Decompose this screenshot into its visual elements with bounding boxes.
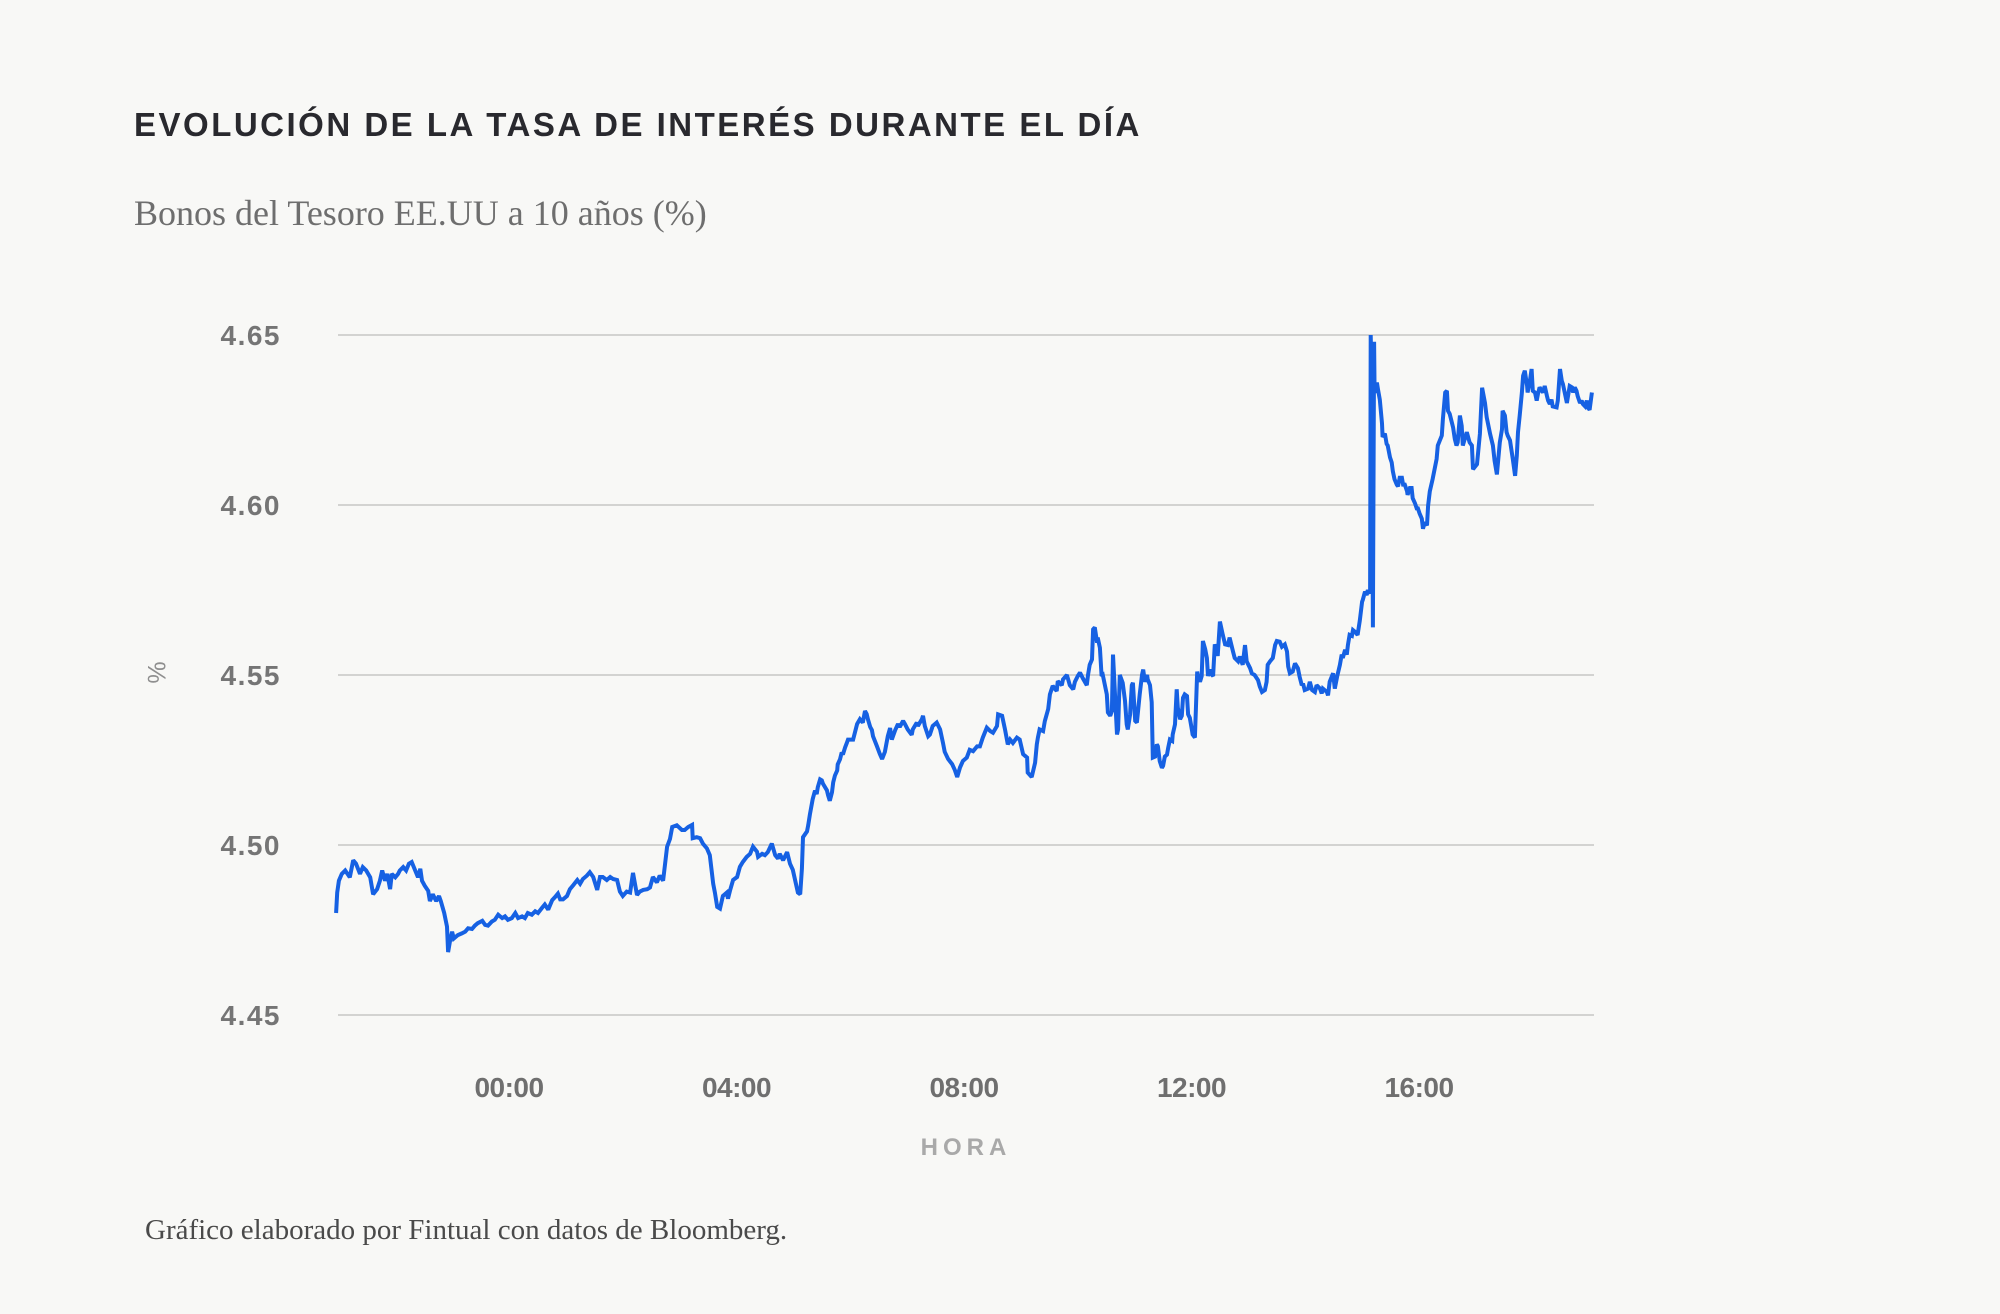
y-tick-labels: 4.65 4.60 4.55 4.50 4.45 (221, 320, 282, 1031)
y-tick-label: 4.55 (221, 660, 282, 691)
y-tick-label: 4.50 (221, 830, 282, 861)
x-tick-labels: 00:00 04:00 08:00 12:00 16:00 (474, 1072, 1454, 1103)
x-tick-label: 16:00 (1384, 1072, 1453, 1103)
yield-line-series (334, 334, 1594, 953)
x-axis-label: HORA (920, 1134, 1012, 1161)
y-tick-label: 4.65 (221, 320, 282, 351)
chart-subtitle: Bonos del Tesoro EE.UU a 10 años (%) (134, 193, 707, 233)
y-tick-label: 4.60 (221, 490, 282, 521)
x-tick-label: 04:00 (702, 1072, 771, 1103)
x-tick-label: 00:00 (474, 1072, 543, 1103)
x-tick-label: 08:00 (929, 1072, 998, 1103)
y-tick-label: 4.45 (221, 1000, 282, 1031)
source-note: Gráfico elaborado por Fintual con datos … (145, 1214, 788, 1246)
gridlines (338, 334, 1594, 1016)
x-tick-label: 12:00 (1157, 1072, 1226, 1103)
yield-line (334, 334, 1594, 953)
page-title: EVOLUCIÓN DE LA TASA DE INTERÉS DURANTE … (134, 106, 1142, 143)
